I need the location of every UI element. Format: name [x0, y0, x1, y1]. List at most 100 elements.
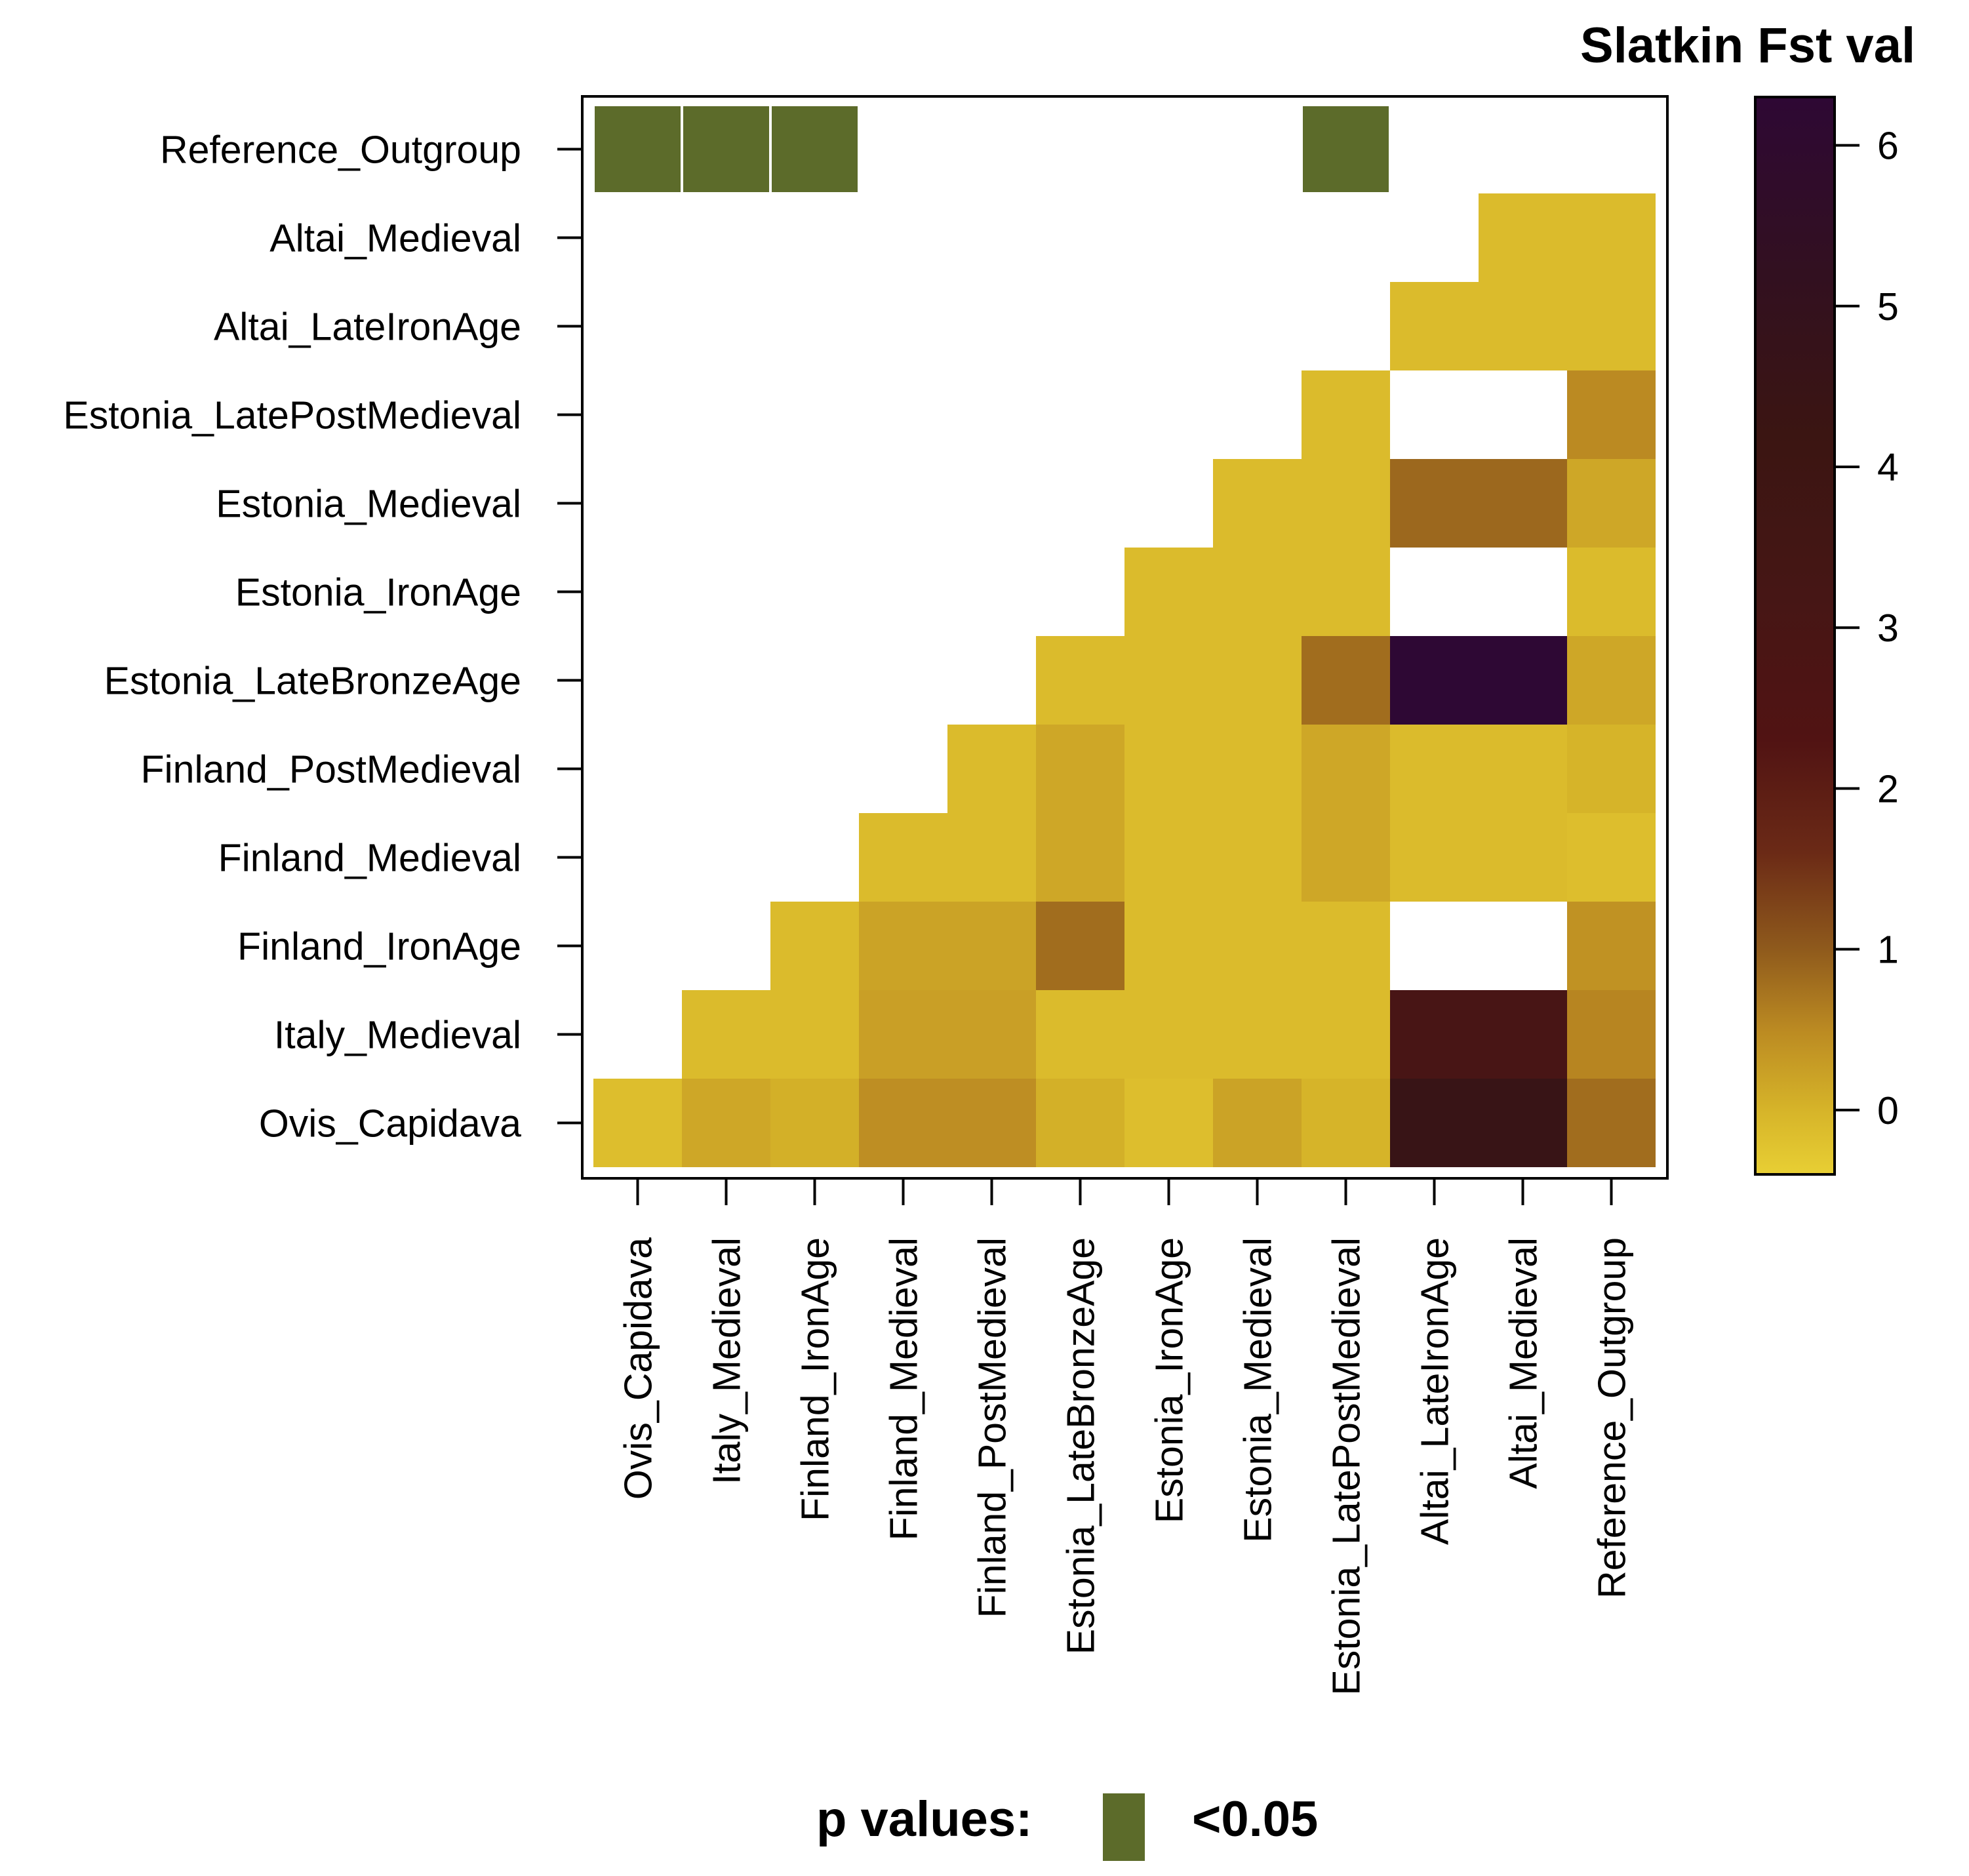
- row-tick-label: Reference_Outgroup: [160, 129, 521, 172]
- heatmap-cell-Italy_Medieval-Altai_LateIronAge: [1390, 990, 1479, 1079]
- heatmap-cell-Finland_Medieval-Finland_Medieval: [859, 813, 947, 902]
- heatmap-cell-Finland_Medieval-Estonia_LatePostMedieval: [1302, 813, 1390, 902]
- colorbar: [1754, 96, 1836, 1176]
- column-tick-label: Altai_LateIronAge: [1414, 1237, 1457, 1545]
- heatmap-cell-Ovis_Capidava-Reference_Outgroup: [1567, 1079, 1656, 1167]
- heatmap-cell-Estonia_LatePostMedieval-Reference_Outgroup: [1567, 370, 1656, 459]
- heatmap-cell-Estonia_Medieval-Altai_Medieval: [1479, 459, 1567, 548]
- heatmap-cell-Italy_Medieval-Italy_Medieval: [682, 990, 770, 1079]
- heatmap-cell-Finland_IronAge-Finland_IronAge: [770, 902, 859, 990]
- column-tick-label: Estonia_IronAge: [1148, 1237, 1191, 1523]
- row-tick-label: Estonia_LateBronzeAge: [104, 660, 521, 703]
- column-tick-label: Finland_Medieval: [883, 1237, 926, 1540]
- row-tick-label: Estonia_LatePostMedieval: [63, 394, 521, 437]
- row-tick-label: Altai_Medieval: [269, 217, 521, 260]
- heatmap-cell-Estonia_Medieval-Altai_LateIronAge: [1390, 459, 1479, 548]
- heatmap-cell-Italy_Medieval-Estonia_IronAge: [1124, 990, 1213, 1079]
- heatmap-cells: [593, 193, 1656, 1167]
- row-tick-label: Italy_Medieval: [274, 1014, 521, 1057]
- heatmap-cell-Finland_IronAge-Finland_PostMedieval: [947, 902, 1036, 990]
- column-tick-label: Altai_Medieval: [1502, 1237, 1545, 1489]
- heatmap-cell-Estonia_LateBronzeAge-Estonia_LatePostMedieval: [1302, 636, 1390, 725]
- heatmap-cell-Finland_Medieval-Finland_PostMedieval: [947, 813, 1036, 902]
- row-tick-label: Ovis_Capidava: [259, 1102, 521, 1146]
- column-tick-label: Estonia_Medieval: [1237, 1237, 1280, 1543]
- heatmap-cell-Estonia_LateBronzeAge-Altai_Medieval: [1479, 636, 1567, 725]
- significant-cell-Reference_Outgroup-Finland_IronAge: [772, 106, 858, 192]
- column-axis: Ovis_Capidava Italy_Medieval Finland_IronA…: [617, 1178, 1634, 1696]
- significant-cell-Reference_Outgroup-Italy_Medieval: [683, 106, 769, 192]
- colorbar-title: Slatkin Fst val: [1580, 18, 1915, 73]
- heatmap-cell-Ovis_Capidava-Finland_Medieval: [859, 1079, 947, 1167]
- colorbar-tick-label: 1: [1877, 928, 1899, 972]
- heatmap-cell-Italy_Medieval-Finland_IronAge: [770, 990, 859, 1079]
- colorbar-tick-label: 0: [1877, 1089, 1899, 1132]
- heatmap-cell-Estonia_Medieval-Reference_Outgroup: [1567, 459, 1656, 548]
- heatmap-cell-Italy_Medieval-Estonia_Medieval: [1213, 990, 1302, 1079]
- heatmap-cell-Finland_IronAge-Estonia_LateBronzeAge: [1036, 902, 1124, 990]
- column-tick-label: Estonia_LateBronzeAge: [1060, 1237, 1103, 1654]
- heatmap-cell-Finland_Medieval-Altai_Medieval: [1479, 813, 1567, 902]
- row-tick-label: Estonia_Medieval: [216, 483, 521, 526]
- heatmap-cell-Finland_PostMedieval-Estonia_LateBronzeAge: [1036, 725, 1124, 813]
- column-tick-label: Italy_Medieval: [706, 1237, 749, 1485]
- heatmap-cell-Ovis_Capidava-Estonia_IronAge: [1124, 1079, 1213, 1167]
- row-tick-label: Estonia_IronAge: [235, 571, 521, 614]
- column-tick-label: Finland_PostMedieval: [971, 1237, 1014, 1618]
- colorbar-tick-label: 4: [1877, 446, 1899, 489]
- heatmap-cell-Ovis_Capidava-Estonia_LatePostMedieval: [1302, 1079, 1390, 1167]
- heatmap-cell-Estonia_LateBronzeAge-Estonia_IronAge: [1124, 636, 1213, 725]
- column-tick-label: Finland_IronAge: [794, 1237, 837, 1521]
- heatmap-cell-Finland_Medieval-Estonia_LateBronzeAge: [1036, 813, 1124, 902]
- heatmap-cell-Ovis_Capidava-Italy_Medieval: [682, 1079, 770, 1167]
- legend-swatch: [1103, 1793, 1145, 1861]
- heatmap-cell-Finland_PostMedieval-Altai_LateIronAge: [1390, 725, 1479, 813]
- heatmap-cell-Estonia_LateBronzeAge-Reference_Outgroup: [1567, 636, 1656, 725]
- heatmap-cell-Estonia_LateBronzeAge-Altai_LateIronAge: [1390, 636, 1479, 725]
- legend-title: p values:: [816, 1791, 1032, 1847]
- heatmap-cell-Estonia_IronAge-Reference_Outgroup: [1567, 548, 1656, 636]
- colorbar-tick-label: 3: [1877, 607, 1899, 650]
- legend-label: <0.05: [1192, 1791, 1318, 1847]
- heatmap-cell-Finland_IronAge-Finland_Medieval: [859, 902, 947, 990]
- heatmap-cell-Italy_Medieval-Estonia_LateBronzeAge: [1036, 990, 1124, 1079]
- heatmap-cell-Finland_PostMedieval-Estonia_IronAge: [1124, 725, 1213, 813]
- heatmap-cell-Finland_PostMedieval-Estonia_LatePostMedieval: [1302, 725, 1390, 813]
- colorbar-tick-label: 6: [1877, 125, 1899, 168]
- heatmap-cell-Ovis_Capidava-Estonia_Medieval: [1213, 1079, 1302, 1167]
- heatmap-cell-Estonia_Medieval-Estonia_Medieval: [1213, 459, 1302, 548]
- heatmap-cell-Italy_Medieval-Altai_Medieval: [1479, 990, 1567, 1079]
- heatmap-cell-Altai_Medieval-Reference_Outgroup: [1567, 193, 1656, 282]
- row-tick-label: Finland_IronAge: [237, 925, 521, 968]
- heatmap-cell-Italy_Medieval-Reference_Outgroup: [1567, 990, 1656, 1079]
- row-tick-label: Finland_Medieval: [218, 837, 521, 880]
- heatmap-cell-Finland_IronAge-Reference_Outgroup: [1567, 902, 1656, 990]
- heatmap-cell-Finland_Medieval-Reference_Outgroup: [1567, 813, 1656, 902]
- column-tick-label: Estonia_LatePostMedieval: [1325, 1237, 1368, 1696]
- heatmap-cell-Finland_Medieval-Estonia_Medieval: [1213, 813, 1302, 902]
- heatmap-cell-Italy_Medieval-Finland_Medieval: [859, 990, 947, 1079]
- heatmap-cell-Ovis_Capidava-Altai_Medieval: [1479, 1079, 1567, 1167]
- column-tick-label: Ovis_Capidava: [617, 1237, 660, 1500]
- heatmap-cell-Finland_IronAge-Estonia_LatePostMedieval: [1302, 902, 1390, 990]
- heatmap-cell-Estonia_Medieval-Estonia_LatePostMedieval: [1302, 459, 1390, 548]
- heatmap-cell-Ovis_Capidava-Finland_PostMedieval: [947, 1079, 1036, 1167]
- heatmap-cell-Finland_IronAge-Estonia_IronAge: [1124, 902, 1213, 990]
- heatmap-cell-Estonia_LatePostMedieval-Estonia_LatePostMedieval: [1302, 370, 1390, 459]
- heatmap-cell-Finland_PostMedieval-Altai_Medieval: [1479, 725, 1567, 813]
- heatmap-cell-Finland_Medieval-Altai_LateIronAge: [1390, 813, 1479, 902]
- heatmap-cell-Estonia_IronAge-Estonia_IronAge: [1124, 548, 1213, 636]
- heatmap-cell-Altai_LateIronAge-Altai_LateIronAge: [1390, 282, 1479, 370]
- heatmap-cell-Finland_PostMedieval-Reference_Outgroup: [1567, 725, 1656, 813]
- heatmap-cell-Estonia_IronAge-Estonia_LatePostMedieval: [1302, 548, 1390, 636]
- heatmap-cell-Ovis_Capidava-Ovis_Capidava: [593, 1079, 682, 1167]
- plot-frame: [581, 95, 1669, 1180]
- heatmap-cell-Finland_PostMedieval-Estonia_Medieval: [1213, 725, 1302, 813]
- heatmap-cell-Finland_PostMedieval-Finland_PostMedieval: [947, 725, 1036, 813]
- heatmap-cell-Italy_Medieval-Finland_PostMedieval: [947, 990, 1036, 1079]
- row-tick-label: Finland_PostMedieval: [141, 748, 522, 791]
- colorbar-tick-label: 5: [1877, 285, 1899, 329]
- heatmap-cell-Italy_Medieval-Estonia_LatePostMedieval: [1302, 990, 1390, 1079]
- heatmap-cell-Ovis_Capidava-Altai_LateIronAge: [1390, 1079, 1479, 1167]
